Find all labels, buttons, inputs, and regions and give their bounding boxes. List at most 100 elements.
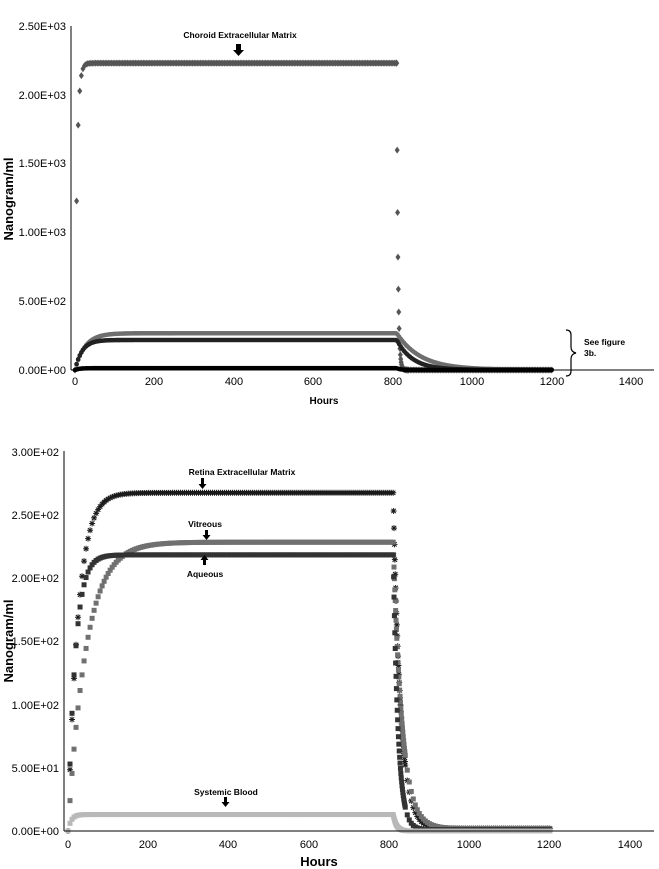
chart-a-y-tick-label: 2.00E+03 — [19, 90, 66, 102]
chart-b-point-s2 — [398, 775, 404, 781]
chart-b-y-tick-labels: 0.00E+00 5.00E+01 1.00E+02 1.50E+02 2.00… — [12, 447, 59, 838]
chart-b-point-s1 — [399, 725, 405, 731]
chart-b-point-s2 — [400, 793, 406, 799]
chart-b-x-tick-label: 0 — [65, 839, 71, 851]
chart-a-x-tick-label: 1400 — [619, 376, 643, 388]
chart-b-point-s1 — [67, 798, 73, 804]
chart-b-point-s0 — [75, 614, 82, 621]
chart-b-y-tick-label: 1.00E+02 — [12, 700, 59, 712]
chart-b-point-s1 — [414, 807, 420, 813]
chart-b-point-s1 — [95, 594, 101, 600]
chart-b-point-s2 — [395, 717, 401, 723]
chart-b-point-s1 — [85, 634, 91, 640]
chart-a-x-tick-label: 400 — [225, 376, 243, 388]
chart-b-point-s1 — [396, 681, 402, 687]
chart-b-point-s1 — [77, 687, 83, 693]
chart-a-y-tick-label: 5.00E+02 — [19, 296, 66, 308]
chart-b-series-2 — [65, 552, 553, 834]
chart-b-point-s0 — [395, 662, 402, 669]
chart-b-point-s1 — [400, 734, 406, 740]
chart-b-point-s1 — [391, 564, 397, 570]
chart-b-point-s0 — [393, 621, 400, 628]
chart-b-point-s2 — [404, 812, 410, 818]
chart-b-x-axis-title: Hours — [300, 854, 338, 869]
chart-a-y-tick-label: 0.00E+00 — [19, 365, 66, 377]
chart-b-y-tick-label: 5.00E+01 — [12, 763, 59, 775]
chart-b-point-s1 — [73, 724, 79, 730]
chart-a: 0.00E+00 5.00E+02 1.00E+03 1.50E+03 2.00… — [1, 21, 654, 407]
chart-a-series-marks — [72, 59, 555, 374]
chart-b-point-s0 — [67, 766, 74, 773]
chart-b-point-s1 — [412, 802, 418, 808]
chart-b-point-s2 — [393, 686, 399, 692]
chart-b-point-s2 — [397, 765, 403, 771]
chart-b-point-s2 — [395, 734, 401, 740]
chart-b-point-s1 — [75, 705, 81, 711]
chart-a-point-s0 — [397, 351, 403, 359]
chart-b-point-s1 — [401, 742, 407, 748]
chart-b-point-s2 — [402, 804, 408, 810]
chart-b-point-s2 — [67, 761, 73, 767]
chart-b-point-s1 — [393, 617, 399, 623]
chart-b-down-arrow-icon — [202, 530, 211, 540]
chart-b-x-tick-label: 200 — [139, 839, 157, 851]
chart-b-point-s1 — [396, 674, 402, 680]
chart-b-point-s1 — [103, 574, 109, 580]
chart-b-point-s2 — [81, 582, 87, 588]
chart-b-point-s0 — [87, 527, 94, 534]
chart-b-point-s1 — [105, 570, 111, 576]
chart-a-y-tick-labels: 0.00E+00 5.00E+02 1.00E+03 1.50E+03 2.00… — [19, 21, 66, 377]
chart-a-point-s0 — [394, 59, 400, 67]
chart-b-point-s2 — [392, 646, 398, 652]
chart-a-point-s0 — [77, 87, 83, 95]
chart-b-point-s1 — [97, 588, 103, 594]
chart-b-point-s0 — [395, 671, 402, 678]
chart-b-series-label-systemic: Systemic Blood — [194, 787, 258, 797]
chart-a-see-figure-label: See figure — [584, 337, 625, 347]
chart-b-point-s0 — [93, 510, 100, 517]
chart-b-point-s1 — [397, 693, 403, 699]
chart-b-point-s0 — [111, 493, 118, 500]
chart-b-point-s2 — [393, 673, 399, 679]
chart-b-point-s1 — [107, 567, 113, 573]
chart-b-point-s0 — [83, 545, 90, 552]
chart-b-point-s2 — [391, 594, 397, 600]
chart-b-point-s0 — [105, 495, 112, 502]
chart-b-point-s2 — [69, 710, 75, 716]
chart-b-point-s1 — [398, 705, 404, 711]
chart-a-x-tick-label: 200 — [145, 376, 163, 388]
chart-b-point-s2 — [400, 790, 406, 796]
chart-b-point-s1 — [406, 779, 412, 785]
chart-a-series-3 — [72, 365, 554, 373]
chart-b-y-axis-title: Nanogram/ml — [1, 599, 16, 682]
chart-a-point-s0 — [396, 324, 402, 332]
chart-b-point-s1 — [83, 645, 89, 651]
chart-b-point-s0 — [109, 493, 116, 500]
chart-b-point-s1 — [393, 626, 399, 632]
chart-b-point-s2 — [83, 575, 89, 581]
chart-b-point-s2 — [390, 552, 396, 558]
chart-a-series-0 — [72, 59, 555, 374]
chart-a-point-s0 — [74, 197, 80, 205]
chart-a-point-s0 — [396, 308, 402, 316]
chart-b-point-s1 — [99, 583, 105, 589]
chart-b-x-tick-label: 1200 — [537, 839, 561, 851]
chart-b-point-s1 — [91, 607, 97, 613]
chart-b-point-s1 — [410, 796, 416, 802]
chart-b-point-s0 — [402, 762, 409, 769]
chart-a-series-label: Choroid Extracellular Matrix — [183, 30, 297, 40]
chart-b-point-s1 — [401, 738, 407, 744]
chart-b-point-s0 — [390, 489, 397, 496]
chart-b-point-s0 — [85, 535, 92, 542]
chart-b-down-arrow-icon — [198, 478, 207, 489]
chart-b-point-s1 — [402, 749, 408, 755]
chart-b-y-tick-label: 0.00E+00 — [12, 826, 59, 838]
chart-a-y-tick-label: 1.50E+03 — [19, 158, 66, 170]
chart-b-point-s0 — [397, 701, 404, 708]
chart-b-point-s0 — [412, 809, 419, 816]
chart-b-x-tick-label: 600 — [300, 839, 318, 851]
chart-b-x-tick-labels: 0 200 400 600 800 1000 1200 1400 — [65, 839, 642, 851]
chart-b-point-s1 — [416, 811, 422, 817]
